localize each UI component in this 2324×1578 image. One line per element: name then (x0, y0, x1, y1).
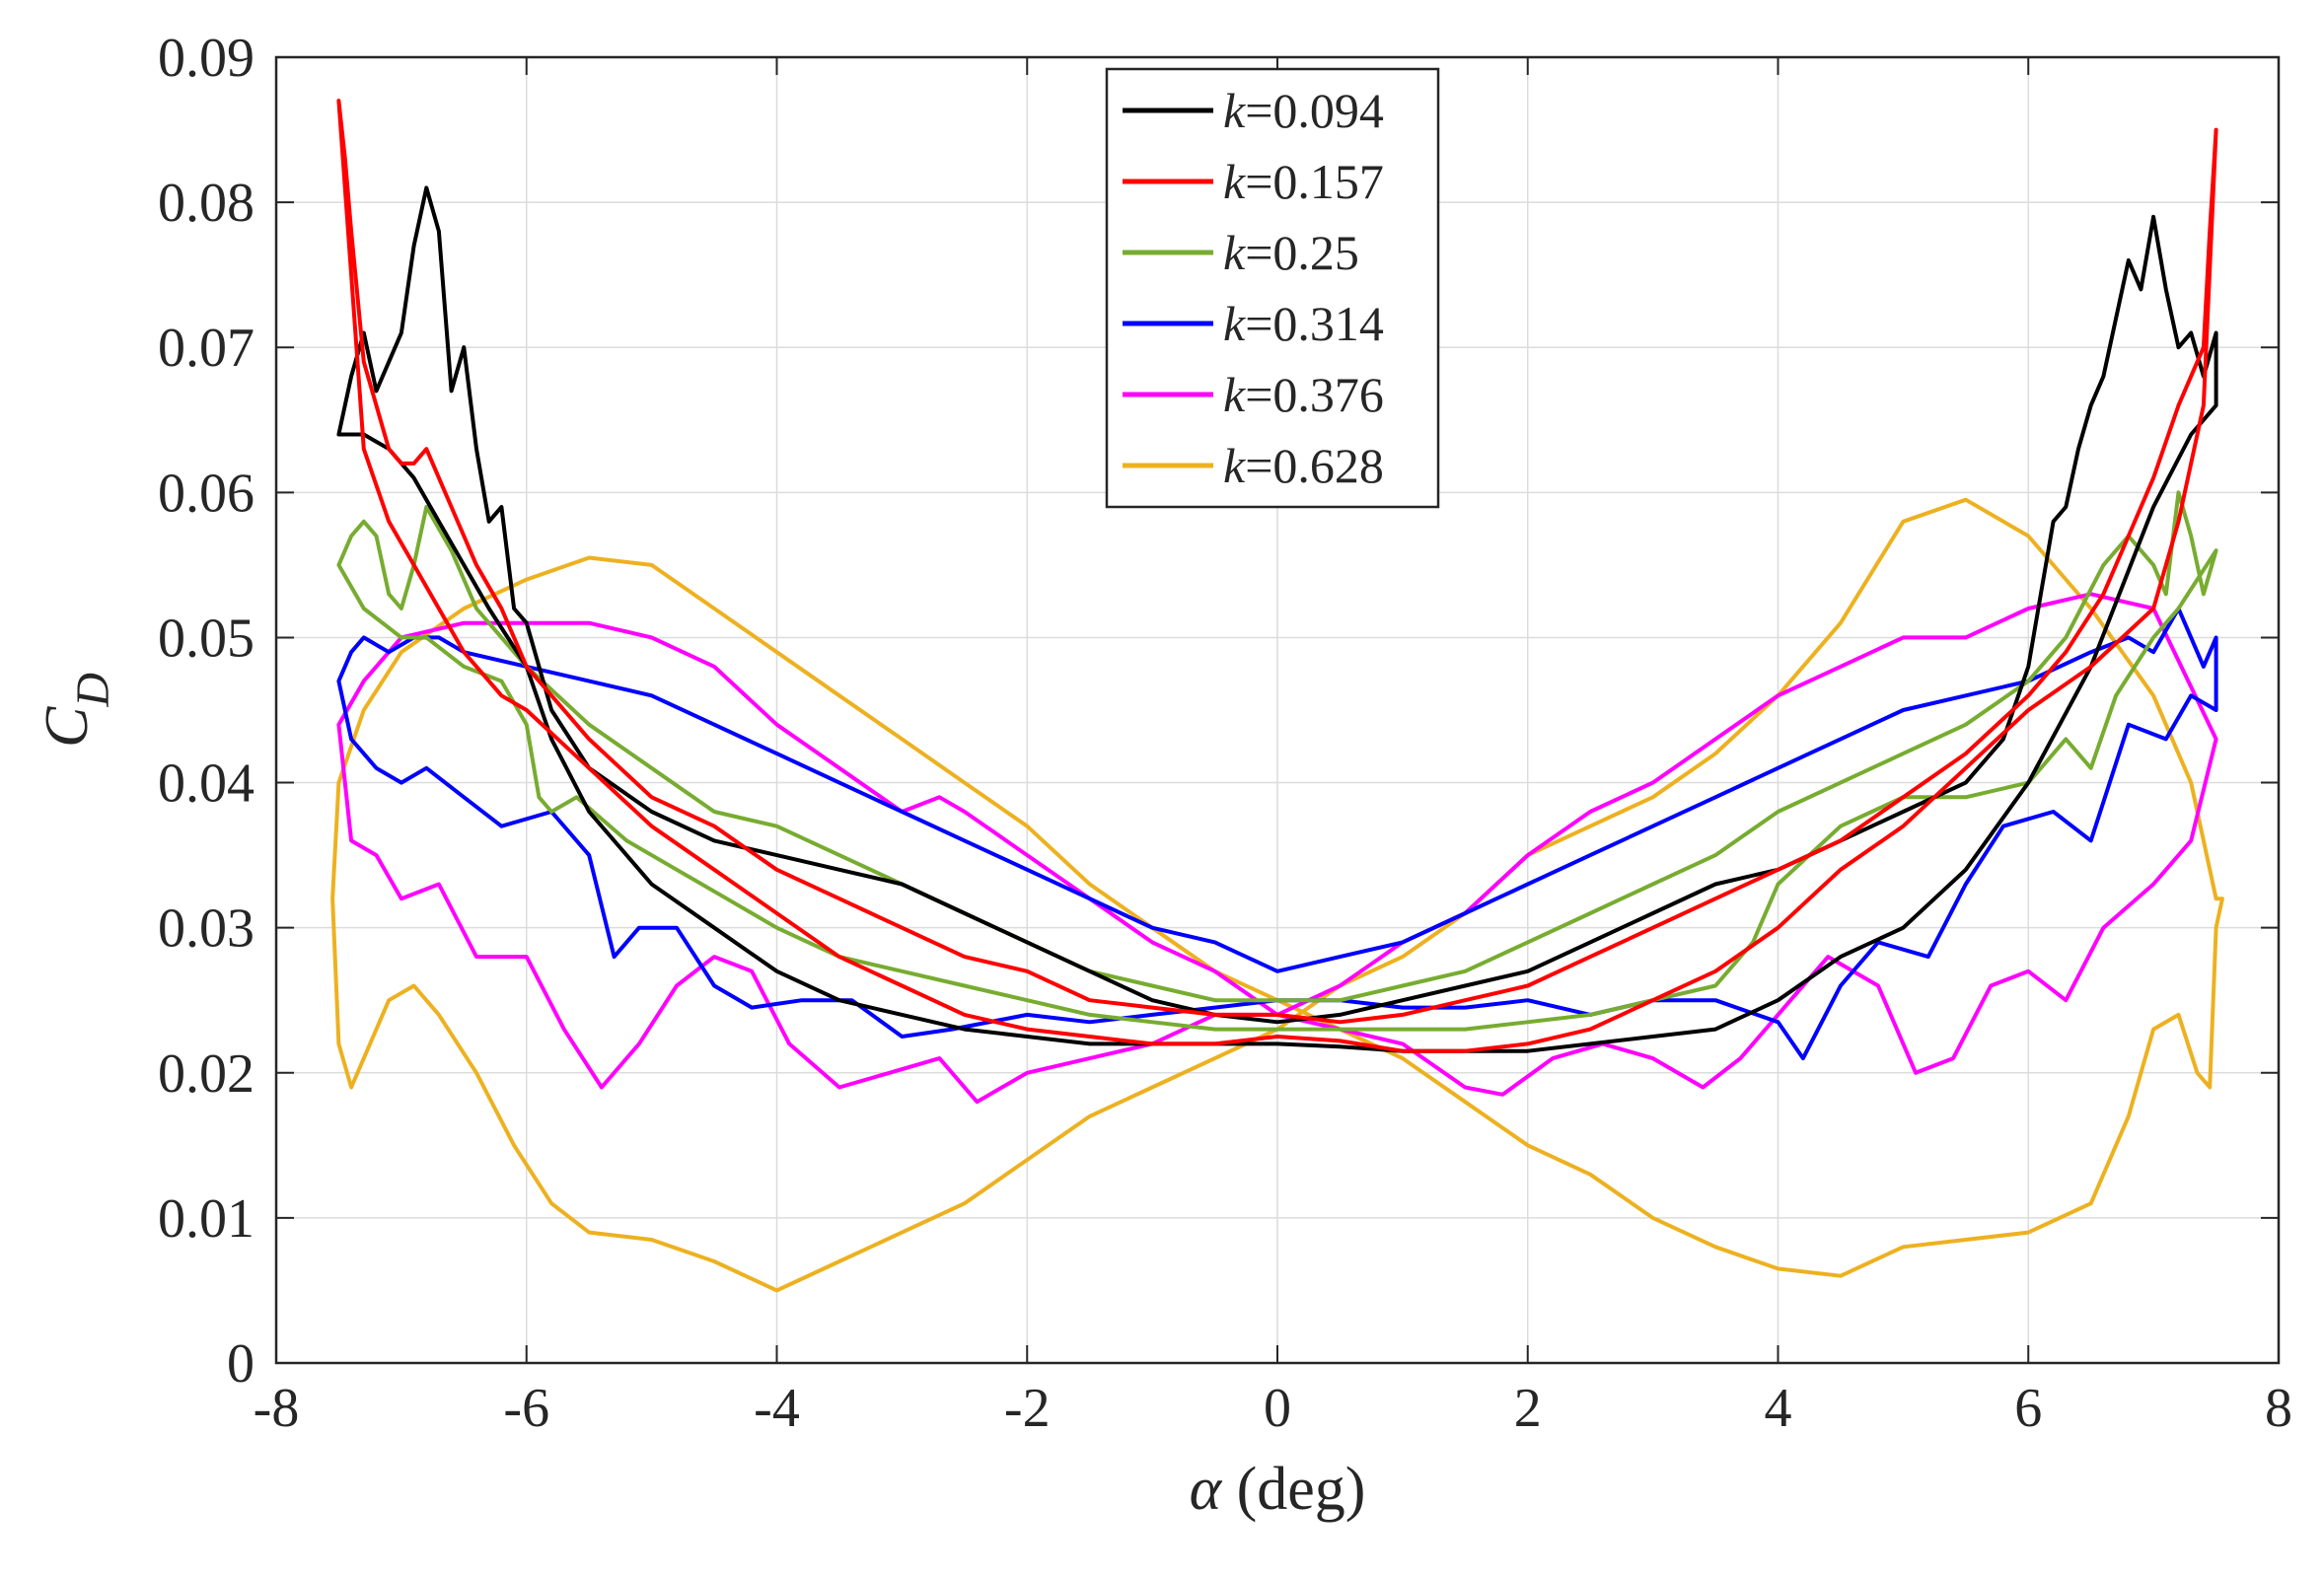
legend-label: k=0.314 (1223, 296, 1384, 351)
y-tick-label: 0.07 (158, 318, 254, 379)
x-tick-label: -2 (1004, 1378, 1051, 1439)
x-tick-label: 2 (1514, 1378, 1542, 1439)
x-tick-label: -6 (503, 1378, 549, 1439)
series-6 (330, 497, 2224, 1293)
axis-ticks: -8 -6 -4 -2 0 2 4 6 8 0 0.01 0.02 0.03 0.04 0.05 0.06 0.… (158, 28, 2292, 1439)
legend-item: k=0.376 (1123, 367, 1384, 422)
series-line (336, 185, 2218, 1053)
x-tick-label: 8 (2265, 1378, 2292, 1439)
legend-label: k=0.157 (1223, 154, 1384, 209)
series-4 (336, 607, 2218, 1061)
legend-label: k=0.376 (1223, 367, 1384, 422)
y-axis-label: CD (34, 673, 119, 748)
y-tick-label: 0.09 (158, 28, 254, 89)
x-tick-label: 4 (1765, 1378, 1792, 1439)
x-tick-label: 0 (1264, 1378, 1291, 1439)
y-tick-label: 0.04 (158, 753, 254, 815)
legend-label: k=0.25 (1223, 225, 1359, 280)
legend-label: k=0.094 (1223, 83, 1384, 138)
legend-label: k=0.628 (1223, 438, 1384, 493)
legend-box (1105, 67, 1440, 509)
legend-item: k=0.157 (1123, 154, 1384, 209)
y-tick-label: 0.01 (158, 1188, 254, 1250)
x-tick-label: -8 (254, 1378, 300, 1439)
y-tick-label: 0.05 (158, 608, 254, 669)
legend-item: k=0.25 (1123, 225, 1359, 280)
y-tick-label: 0.08 (158, 173, 254, 234)
legend: k=0.094 k=0.157 k=0.25 k=0.314 k=0.376 k=0.62… (1105, 67, 1440, 509)
legend-item: k=0.314 (1123, 296, 1384, 351)
x-tick-label: -4 (754, 1378, 800, 1439)
series-2 (336, 99, 2218, 1053)
y-tick-label: 0.03 (158, 898, 254, 960)
series-1 (336, 185, 2218, 1053)
series-line (336, 592, 2218, 1105)
series-5 (336, 592, 2218, 1105)
series-line (330, 497, 2224, 1293)
legend-item: k=0.628 (1123, 438, 1384, 493)
data-series (330, 99, 2224, 1293)
x-axis-label: α (deg) (1190, 1456, 1366, 1523)
y-tick-label: 0.06 (158, 463, 254, 524)
y-tick-label: 0.02 (158, 1043, 254, 1105)
x-tick-label: 6 (2014, 1378, 2042, 1439)
legend-item: k=0.094 (1123, 83, 1384, 138)
series-line (336, 607, 2218, 1061)
y-tick-label: 0 (227, 1333, 254, 1395)
series-line (336, 99, 2218, 1053)
